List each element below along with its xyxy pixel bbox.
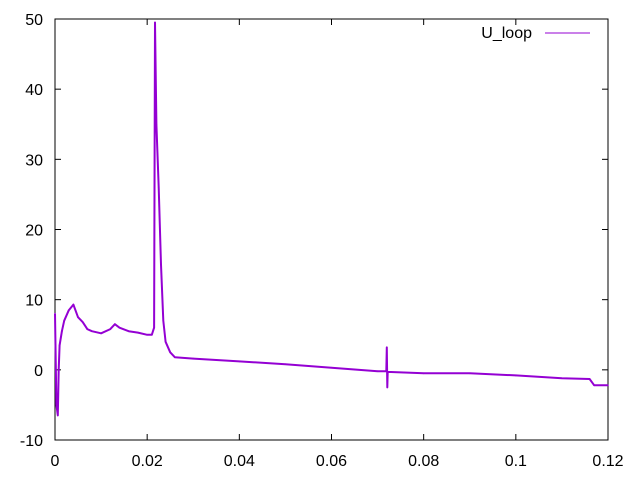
data-point (192, 357, 195, 360)
y-tick-label: 30 (25, 152, 43, 169)
data-point (54, 312, 56, 315)
data-point (86, 328, 89, 330)
series-line-U_loop (54, 21, 608, 417)
data-point (157, 186, 160, 189)
data-point (154, 21, 156, 24)
x-tick-label: 0.08 (408, 453, 439, 470)
data-point (238, 360, 241, 363)
y-tick-label: 40 (25, 82, 43, 99)
x-tick-label: 0 (51, 453, 60, 470)
legend-label: U_loop (481, 25, 532, 42)
x-axis: 0 0.02 0.04 0.06 0.08 0.1 0.12 (51, 19, 624, 470)
data-point (127, 330, 130, 333)
data-point (114, 323, 116, 326)
data-point (174, 356, 176, 359)
y-tick-label: 50 (25, 12, 43, 29)
x-tick-label: 0.02 (132, 453, 163, 470)
data-point (284, 363, 287, 366)
data-point (68, 309, 70, 311)
y-tick-label: -10 (20, 433, 43, 450)
y-tick-label: 20 (25, 223, 43, 240)
data-point (146, 333, 148, 336)
data-point (57, 369, 60, 371)
x-tick-label: 0.04 (224, 453, 255, 470)
data-point (561, 377, 563, 380)
data-point (153, 326, 155, 329)
data-point (109, 328, 112, 330)
data-point (137, 331, 139, 334)
data-point (468, 372, 471, 375)
legend: U_loop (481, 25, 590, 42)
data-point (55, 404, 58, 406)
data-point (91, 330, 93, 333)
data-point (63, 319, 66, 322)
series-group (54, 21, 609, 417)
data-point (72, 303, 75, 306)
data-point (593, 384, 595, 387)
data-point (386, 386, 389, 389)
data-point (164, 340, 167, 343)
x-tick-label: 0.06 (316, 453, 347, 470)
data-point (422, 372, 425, 375)
data-point (100, 332, 102, 335)
data-point (330, 366, 333, 369)
y-tick-label: 0 (34, 363, 43, 380)
data-point (81, 321, 84, 323)
x-tick-label: 0.1 (505, 453, 527, 470)
data-point (61, 330, 63, 333)
data-point (58, 344, 61, 347)
data-point (160, 263, 162, 266)
y-tick-label: 10 (25, 293, 43, 310)
y-axis: -10 0 10 20 30 40 50 (20, 12, 608, 450)
data-point (150, 333, 153, 336)
data-point (386, 346, 388, 349)
data-point (385, 370, 388, 373)
data-point (376, 370, 379, 373)
data-point (169, 351, 172, 354)
x-tick-label: 0.12 (592, 453, 623, 470)
data-point (588, 378, 591, 380)
data-point (118, 326, 121, 329)
data-point (607, 384, 609, 387)
data-point (386, 371, 389, 373)
data-point (162, 319, 165, 322)
data-point (515, 374, 517, 377)
data-point (155, 123, 158, 126)
data-point (56, 414, 59, 417)
data-point (77, 316, 79, 319)
